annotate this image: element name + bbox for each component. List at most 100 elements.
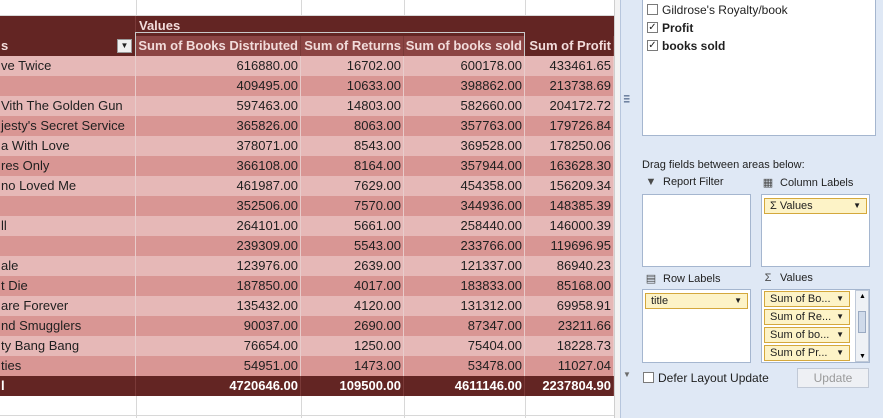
- table-row[interactable]: a With Love 378071.00 8543.00 369528.00 …: [0, 136, 614, 156]
- profit-cell[interactable]: 163628.30: [525, 156, 614, 176]
- defer-layout-update[interactable]: Defer Layout Update: [643, 371, 769, 385]
- field-item-gildrose-royalty[interactable]: Gildrose's Royalty/book: [647, 1, 788, 19]
- sold-cell[interactable]: 233766.00: [404, 236, 525, 256]
- profit-cell[interactable]: 156209.34: [525, 176, 614, 196]
- table-row[interactable]: ve Twice 616880.00 16702.00 600178.00 43…: [0, 56, 614, 76]
- table-row[interactable]: nd Smugglers 90037.00 2690.00 87347.00 2…: [0, 316, 614, 336]
- sold-cell[interactable]: 600178.00: [404, 56, 525, 76]
- scroll-down-arrow-icon[interactable]: ▼: [623, 370, 631, 379]
- sold-cell[interactable]: 369528.00: [404, 136, 525, 156]
- value-chip-books-sold[interactable]: Sum of bo... ▼: [764, 327, 850, 343]
- returns-cell[interactable]: 2639.00: [301, 256, 404, 276]
- distributed-cell[interactable]: 409495.00: [136, 76, 301, 96]
- distributed-cell[interactable]: 239309.00: [136, 236, 301, 256]
- checkbox-checked[interactable]: ✓: [647, 40, 658, 52]
- sold-cell[interactable]: 454358.00: [404, 176, 525, 196]
- dropdown-arrow-icon[interactable]: ▼: [836, 312, 844, 321]
- row-title-cell[interactable]: ties: [0, 356, 136, 376]
- report-filter-area[interactable]: [642, 194, 751, 267]
- total-distributed-cell[interactable]: 4720646.00: [136, 376, 301, 396]
- returns-cell[interactable]: 5543.00: [301, 236, 404, 256]
- row-title-cell[interactable]: ll: [0, 216, 136, 236]
- dropdown-arrow-icon[interactable]: ▼: [734, 296, 742, 305]
- table-row[interactable]: Vith The Golden Gun 597463.00 14803.00 5…: [0, 96, 614, 116]
- grand-total-row[interactable]: l 4720646.00 109500.00 4611146.00 223780…: [0, 376, 614, 396]
- sold-cell[interactable]: 357944.00: [404, 156, 525, 176]
- table-row[interactable]: ll 264101.00 5661.00 258440.00 146000.39: [0, 216, 614, 236]
- table-row[interactable]: 409495.00 10633.00 398862.00 213738.69: [0, 76, 614, 96]
- table-row[interactable]: res Only 366108.00 8164.00 357944.00 163…: [0, 156, 614, 176]
- profit-cell[interactable]: 433461.65: [525, 56, 614, 76]
- returns-cell[interactable]: 5661.00: [301, 216, 404, 236]
- row-title-cell[interactable]: are Forever: [0, 296, 136, 316]
- distributed-cell[interactable]: 461987.00: [136, 176, 301, 196]
- row-title-cell[interactable]: t Die: [0, 276, 136, 296]
- sold-cell[interactable]: 121337.00: [404, 256, 525, 276]
- returns-cell[interactable]: 2690.00: [301, 316, 404, 336]
- distributed-cell[interactable]: 90037.00: [136, 316, 301, 336]
- row-title-cell[interactable]: res Only: [0, 156, 136, 176]
- field-item-books-sold[interactable]: ✓ books sold: [647, 37, 725, 55]
- checkbox-unchecked[interactable]: [647, 4, 658, 16]
- sold-cell[interactable]: 183833.00: [404, 276, 525, 296]
- returns-cell[interactable]: 7629.00: [301, 176, 404, 196]
- returns-cell[interactable]: 1250.00: [301, 336, 404, 356]
- sheet-vertical-scrollbar[interactable]: [614, 0, 621, 418]
- sold-cell[interactable]: 131312.00: [404, 296, 525, 316]
- dropdown-arrow-icon[interactable]: ▼: [836, 294, 844, 303]
- total-sold-cell[interactable]: 4611146.00: [404, 376, 525, 396]
- row-title-cell[interactable]: Vith The Golden Gun: [0, 96, 136, 116]
- total-returns-cell[interactable]: 109500.00: [301, 376, 404, 396]
- update-button[interactable]: Update: [797, 368, 869, 388]
- row-title-cell[interactable]: a With Love: [0, 136, 136, 156]
- returns-cell[interactable]: 16702.00: [301, 56, 404, 76]
- total-profit-cell[interactable]: 2237804.90: [525, 376, 614, 396]
- profit-cell[interactable]: 86940.23: [525, 256, 614, 276]
- profit-cell[interactable]: 119696.95: [525, 236, 614, 256]
- table-row[interactable]: ties 54951.00 1473.00 53478.00 11027.04: [0, 356, 614, 376]
- column-header-profit[interactable]: Sum of Profit: [525, 36, 614, 56]
- sold-cell[interactable]: 582660.00: [404, 96, 525, 116]
- returns-cell[interactable]: 8063.00: [301, 116, 404, 136]
- distributed-cell[interactable]: 76654.00: [136, 336, 301, 356]
- profit-cell[interactable]: 179726.84: [525, 116, 614, 136]
- values-chip[interactable]: Σ Values ▼: [764, 198, 867, 214]
- scroll-down-icon[interactable]: ▼: [859, 353, 866, 360]
- value-chip-returns[interactable]: Sum of Re... ▼: [764, 309, 850, 325]
- returns-cell[interactable]: 10633.00: [301, 76, 404, 96]
- distributed-cell[interactable]: 135432.00: [136, 296, 301, 316]
- profit-cell[interactable]: 146000.39: [525, 216, 614, 236]
- row-title-cell[interactable]: no Loved Me: [0, 176, 136, 196]
- field-list-splitter[interactable]: ━ ━ ━ ▼: [620, 0, 635, 418]
- table-row[interactable]: t Die 187850.00 4017.00 183833.00 85168.…: [0, 276, 614, 296]
- profit-cell[interactable]: 204172.72: [525, 96, 614, 116]
- sold-cell[interactable]: 258440.00: [404, 216, 525, 236]
- table-row[interactable]: are Forever 135432.00 4120.00 131312.00 …: [0, 296, 614, 316]
- profit-cell[interactable]: 11027.04: [525, 356, 614, 376]
- column-header-returns[interactable]: Sum of Returns: [301, 36, 404, 56]
- values-area-scrollbar[interactable]: ▲ ▼: [855, 290, 869, 362]
- dropdown-arrow-icon[interactable]: ▼: [836, 330, 844, 339]
- distributed-cell[interactable]: 366108.00: [136, 156, 301, 176]
- profit-cell[interactable]: 23211.66: [525, 316, 614, 336]
- distributed-cell[interactable]: 54951.00: [136, 356, 301, 376]
- row-labels-header[interactable]: s: [0, 36, 136, 56]
- profit-cell[interactable]: 18228.73: [525, 336, 614, 356]
- grand-total-label[interactable]: l: [0, 376, 136, 396]
- value-chip-books-distributed[interactable]: Sum of Bo... ▼: [764, 291, 850, 307]
- row-title-cell[interactable]: jesty's Secret Service: [0, 116, 136, 136]
- returns-cell[interactable]: 1473.00: [301, 356, 404, 376]
- distributed-cell[interactable]: 365826.00: [136, 116, 301, 136]
- title-chip[interactable]: title ▼: [645, 293, 748, 309]
- table-row[interactable]: 239309.00 5543.00 233766.00 119696.95: [0, 236, 614, 256]
- distributed-cell[interactable]: 597463.00: [136, 96, 301, 116]
- sold-cell[interactable]: 357763.00: [404, 116, 525, 136]
- returns-cell[interactable]: 7570.00: [301, 196, 404, 216]
- profit-cell[interactable]: 85168.00: [525, 276, 614, 296]
- defer-checkbox[interactable]: [643, 372, 654, 384]
- distributed-cell[interactable]: 378071.00: [136, 136, 301, 156]
- profit-cell[interactable]: 213738.69: [525, 76, 614, 96]
- distributed-cell[interactable]: 264101.00: [136, 216, 301, 236]
- row-labels-area[interactable]: title ▼: [642, 289, 751, 363]
- profit-cell[interactable]: 148385.39: [525, 196, 614, 216]
